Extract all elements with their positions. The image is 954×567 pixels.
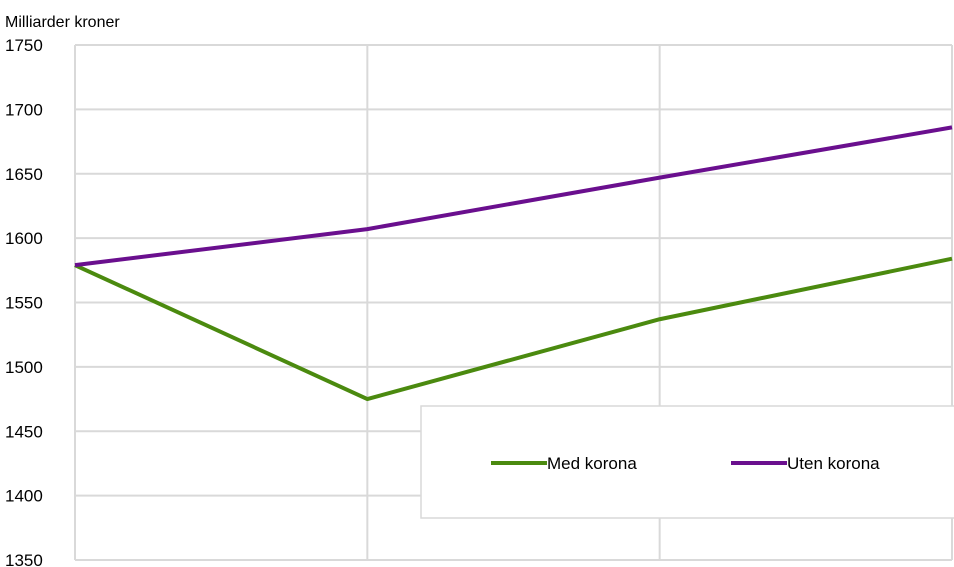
y-tick-label: 1550 [5, 294, 43, 313]
y-tick-label: 1450 [5, 422, 43, 441]
y-tick-label: 1650 [5, 165, 43, 184]
legend-label-uten-korona: Uten korona [787, 454, 880, 473]
legend: Med korona Uten korona [420, 405, 954, 519]
y-axis-unit-label: Milliarder kroner [5, 14, 120, 31]
y-tick-label: 1750 [5, 36, 43, 55]
series-line-med-korona [74, 256, 953, 402]
y-tick-label: 1700 [5, 100, 43, 119]
y-tick-label: 1400 [5, 487, 43, 506]
series-line-uten-korona [74, 125, 953, 268]
legend-items: Med korona Uten korona [491, 454, 880, 473]
y-tick-label: 1500 [5, 358, 43, 377]
series-lines [74, 125, 953, 402]
legend-label-med-korona: Med korona [547, 454, 637, 473]
y-tick-label: 1600 [5, 229, 43, 248]
y-tick-label: 1350 [5, 551, 43, 567]
y-axis-tick-labels: 1350 1400 1450 1500 1550 1600 1650 1700 1750 [5, 36, 43, 567]
